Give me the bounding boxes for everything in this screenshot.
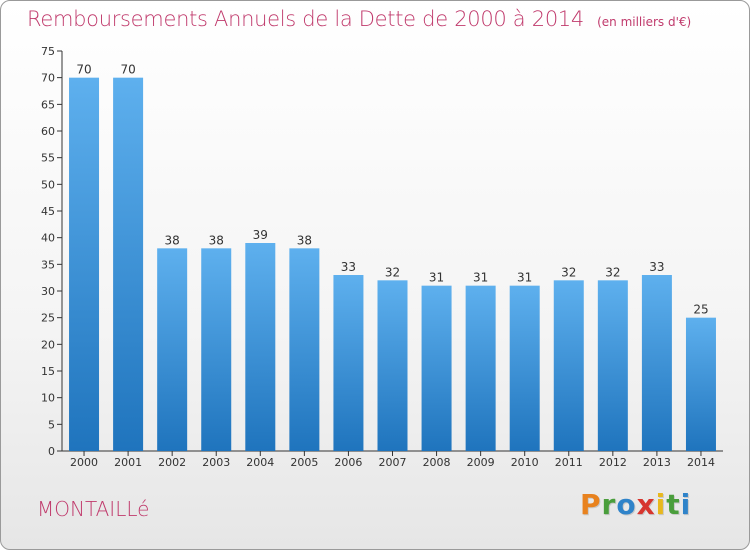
brand-letter: i <box>655 488 667 521</box>
y-tick-label: 65 <box>41 98 55 111</box>
data-label: 38 <box>165 233 180 247</box>
x-tick-label: 2012 <box>599 456 627 469</box>
y-tick-label: 60 <box>41 125 55 138</box>
brand-letter: r <box>601 488 617 521</box>
bar-2002 <box>157 248 188 451</box>
bar-2009 <box>465 285 496 451</box>
bar-2012 <box>597 280 628 451</box>
bar-2013 <box>641 275 672 451</box>
data-label: 39 <box>253 228 268 242</box>
y-tick-label: 25 <box>41 312 55 325</box>
bar-2010 <box>509 285 540 451</box>
x-tick-label: 2002 <box>158 456 186 469</box>
x-tick-label: 2011 <box>555 456 583 469</box>
bar-2000 <box>69 77 100 452</box>
x-tick-label: 2003 <box>202 456 230 469</box>
x-tick-label: 2013 <box>643 456 671 469</box>
data-label: 31 <box>517 271 532 285</box>
y-tick-label: 35 <box>41 258 55 271</box>
x-tick-label: 2004 <box>246 456 274 469</box>
x-tick-label: 2014 <box>687 456 715 469</box>
y-tick-label: 10 <box>41 392 55 405</box>
data-label: 38 <box>209 233 224 247</box>
y-tick-label: 40 <box>41 232 55 245</box>
chart-title: Remboursements Annuels de la Dette de 20… <box>27 7 584 31</box>
y-tick-label: 45 <box>41 205 55 218</box>
brand-letter: i <box>680 488 692 521</box>
bar-2011 <box>553 280 584 451</box>
y-tick-label: 55 <box>41 152 55 165</box>
data-label: 70 <box>120 63 135 77</box>
data-label: 38 <box>297 233 312 247</box>
x-tick-label: 2007 <box>379 456 407 469</box>
data-label: 25 <box>693 303 708 317</box>
bar-2004 <box>245 243 276 451</box>
x-tick-label: 2006 <box>334 456 362 469</box>
y-tick-label: 0 <box>48 445 55 458</box>
x-tick-label: 2010 <box>511 456 539 469</box>
bar-2005 <box>289 248 320 451</box>
x-tick-label: 2000 <box>70 456 98 469</box>
y-tick-label: 15 <box>41 365 55 378</box>
title-row: Remboursements Annuels de la Dette de 20… <box>27 7 691 31</box>
brand-letter: t <box>666 488 681 521</box>
y-tick-label: 30 <box>41 285 55 298</box>
brand-letter: P <box>580 488 602 521</box>
bar-2003 <box>201 248 232 451</box>
x-tick-label: 2008 <box>423 456 451 469</box>
bar-2008 <box>421 285 452 451</box>
data-label: 31 <box>429 271 444 285</box>
data-label: 33 <box>649 260 664 274</box>
y-axis: 0 5 10 15 20 25 30 35 40 45 50 55 60 65 70 75 <box>41 45 63 458</box>
y-tick-label: 5 <box>48 418 55 431</box>
commune-name: MONTAILLé <box>37 497 150 521</box>
y-tick-label: 70 <box>41 72 55 85</box>
bar-2001 <box>113 77 144 452</box>
y-tick-label: 50 <box>41 178 55 191</box>
bar-2014 <box>685 317 716 451</box>
bar-2007 <box>377 280 408 451</box>
brand-letter: x <box>636 488 656 521</box>
y-tick-label: 20 <box>41 338 55 351</box>
data-label: 32 <box>605 265 620 279</box>
bars <box>69 77 716 452</box>
x-axis: 2000 2001 2002 2003 2004 2005 2006 2007 2008 2009… <box>62 450 723 469</box>
bar-2006 <box>333 275 364 451</box>
chart-subtitle: (en milliers d'€) <box>597 15 692 29</box>
proxiti-logo[interactable]: Proxiti <box>580 488 691 521</box>
data-label: 70 <box>76 63 91 77</box>
x-tick-label: 2005 <box>290 456 318 469</box>
data-label: 33 <box>341 260 356 274</box>
brand-letter: o <box>616 488 637 521</box>
data-label: 32 <box>385 265 400 279</box>
x-tick-label: 2001 <box>114 456 142 469</box>
data-label: 31 <box>473 271 488 285</box>
x-tick-label: 2009 <box>467 456 495 469</box>
y-tick-label: 75 <box>41 45 55 58</box>
data-label: 32 <box>561 265 576 279</box>
data-labels: 70 70 38 38 39 38 33 32 31 31 31 32 32 33 25 <box>76 63 708 317</box>
